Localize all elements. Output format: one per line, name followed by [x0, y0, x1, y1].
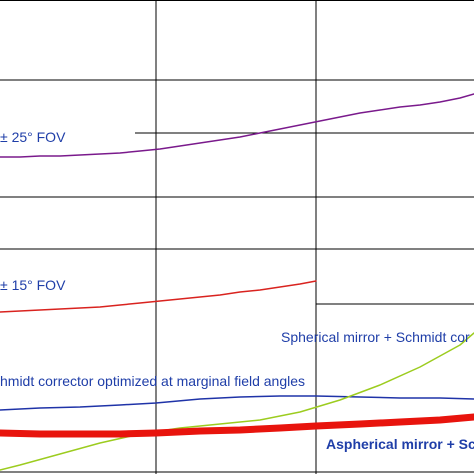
fov-25-label: ± 25° FOV [0, 129, 66, 145]
series-line-spherical-schmidt [0, 332, 474, 471]
schmidt-marginal-label: hmidt corrector optimized at marginal fi… [0, 373, 305, 389]
series-line-aspherical-schmidt [0, 413, 474, 438]
spherical-schmidt-label: Spherical mirror + Schmidt cor [281, 329, 470, 345]
series-line-fov-15 [0, 280, 317, 313]
fov-15-label: ± 15° FOV [0, 277, 66, 293]
aspherical-schmidt-label: Aspherical mirror + Sch [326, 436, 474, 452]
series-line-schmidt-marginal [0, 395, 474, 411]
series-line-fov-25 [0, 93, 474, 158]
series-layer [0, 93, 474, 471]
annotation-layer: ± 25° FOV ± 15° FOV Spherical mirror + S… [0, 129, 474, 452]
